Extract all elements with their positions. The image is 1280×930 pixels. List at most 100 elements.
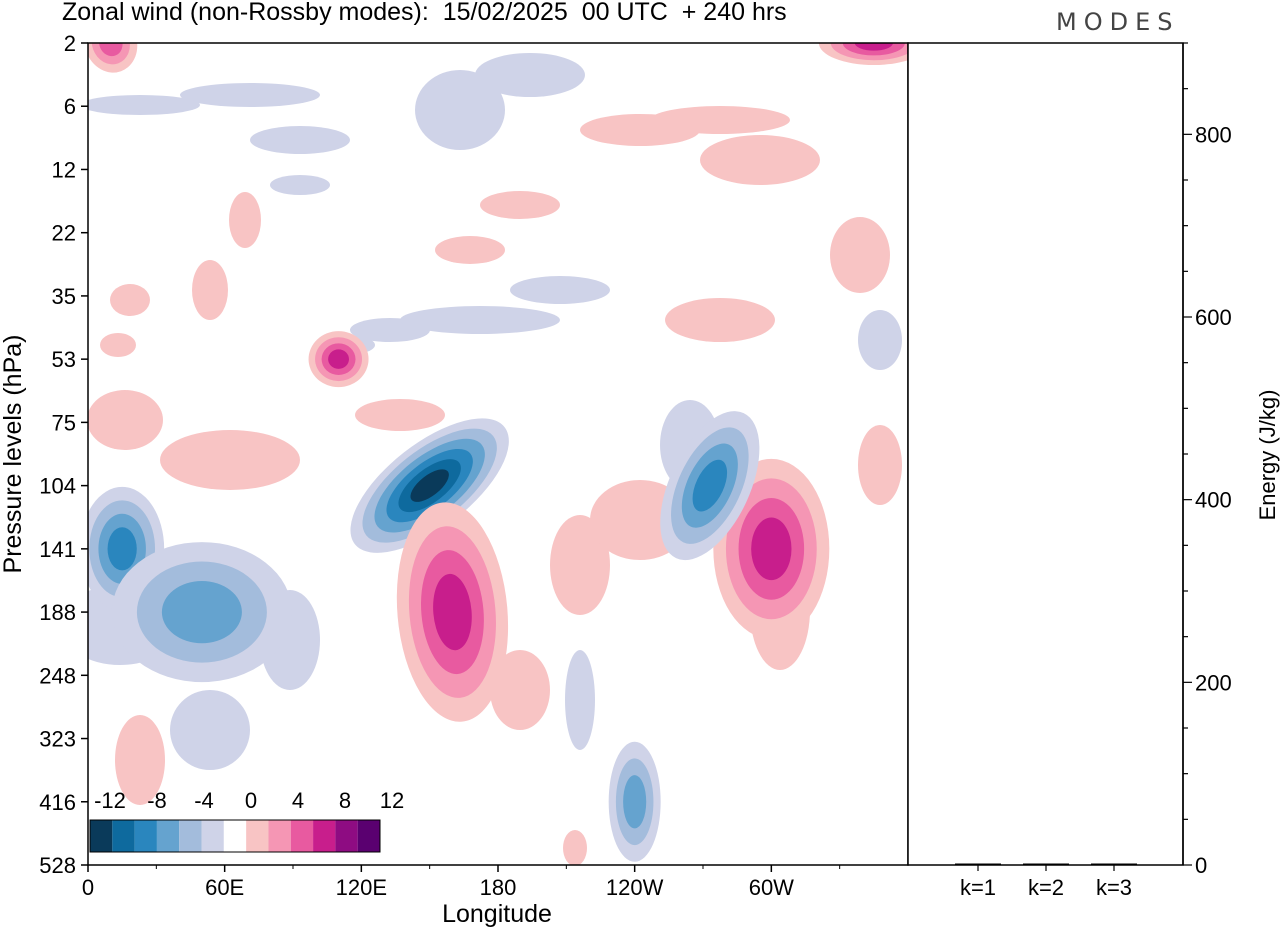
y-tick-label: 75 bbox=[52, 410, 76, 435]
energy-bar-k3 bbox=[1091, 863, 1137, 865]
weak-wind-patch-pos bbox=[160, 430, 300, 490]
chart-title: Zonal wind (non-Rossby modes): 15/02/202… bbox=[62, 0, 787, 26]
wind-contour-pos bbox=[854, 43, 893, 51]
weak-wind-patch-neg bbox=[400, 306, 560, 334]
colorbar-swatch bbox=[223, 820, 247, 852]
colorbar-swatch bbox=[335, 820, 358, 852]
colorbar-swatch bbox=[246, 820, 269, 852]
colorbar-frame bbox=[89, 819, 381, 853]
y-tick-label: 12 bbox=[52, 157, 76, 182]
y-tick-label: 104 bbox=[39, 474, 76, 499]
energy-axis-label: Energy (J/kg) bbox=[1255, 390, 1280, 521]
x-tick-label: 60W bbox=[749, 875, 794, 900]
energy-tick-label: 200 bbox=[1195, 670, 1232, 695]
weak-wind-patch-pos bbox=[100, 333, 136, 357]
y-tick-label: 323 bbox=[39, 727, 76, 752]
weak-wind-patch-neg bbox=[415, 70, 505, 150]
weak-wind-patch-neg bbox=[180, 83, 320, 107]
colorbar-swatch bbox=[290, 820, 314, 852]
y-tick-label: 22 bbox=[52, 221, 76, 246]
weak-wind-patch-neg bbox=[250, 126, 350, 154]
x-tick-label: 0 bbox=[82, 875, 94, 900]
colorbar-swatch bbox=[156, 820, 180, 852]
wind-contour-neg bbox=[161, 580, 242, 644]
energy-frame bbox=[907, 42, 1184, 866]
weak-wind-patch-neg bbox=[270, 175, 330, 195]
colorbar-swatch bbox=[313, 820, 336, 852]
energy-tick-label: 0 bbox=[1195, 853, 1207, 878]
axes: 0 60E 120E 180 120W 60W 2 6 12 22 35 53 75 104 141 188 2… bbox=[0, 31, 909, 928]
wind-contour-pos bbox=[91, 43, 130, 65]
energy-tick-label: 800 bbox=[1195, 122, 1232, 147]
colorbar-swatch bbox=[112, 820, 135, 852]
y-tick-label: 6 bbox=[64, 94, 76, 119]
y-tick-label: 248 bbox=[39, 663, 76, 688]
weak-wind-patch-neg bbox=[858, 310, 902, 370]
wind-contour-pos bbox=[328, 349, 349, 369]
heatmap-field bbox=[88, 43, 908, 865]
colorbar-swatch bbox=[134, 820, 157, 852]
weak-wind-patch-neg bbox=[170, 690, 250, 770]
weak-wind-patch-pos bbox=[830, 217, 890, 293]
colorbar-label: 12 bbox=[380, 788, 404, 813]
weak-wind-patch-pos bbox=[192, 260, 228, 320]
weak-wind-patch-pos bbox=[480, 191, 560, 219]
weak-wind-patch-pos bbox=[110, 284, 150, 316]
weak-wind-patch-neg bbox=[565, 650, 595, 750]
colorbar-label: 8 bbox=[339, 788, 351, 813]
weak-wind-patch-pos bbox=[858, 425, 902, 505]
weak-wind-patch-pos bbox=[115, 715, 165, 805]
weak-wind-patch-pos bbox=[700, 135, 820, 185]
y-tick-label: 35 bbox=[52, 284, 76, 309]
wind-contour-neg bbox=[623, 775, 647, 829]
energy-tick-label: 600 bbox=[1195, 305, 1232, 330]
weak-wind-patch-pos bbox=[580, 114, 700, 146]
wind-contour-neg bbox=[410, 469, 449, 502]
colorbar-legend: -12 -8 -4 0 4 8 12 bbox=[89, 788, 404, 853]
x-tick-label: 120E bbox=[336, 875, 387, 900]
wind-contour-neg bbox=[107, 527, 137, 571]
colorbar-swatch bbox=[357, 820, 380, 852]
y-tick-label: 53 bbox=[52, 347, 76, 372]
colorbar-swatch bbox=[201, 820, 224, 852]
weak-wind-patch-pos bbox=[355, 399, 445, 431]
weak-wind-patch-neg bbox=[510, 276, 610, 304]
wind-contour-pos bbox=[433, 573, 472, 651]
weak-wind-patch-pos bbox=[435, 236, 505, 264]
y-tick-label: 2 bbox=[64, 31, 76, 56]
weak-wind-patch-pos bbox=[550, 515, 610, 615]
energy-category-label: k=2 bbox=[1028, 875, 1064, 900]
wind-contour-pos bbox=[751, 517, 792, 581]
wind-contour-neg bbox=[692, 459, 728, 512]
weak-wind-patch-pos bbox=[490, 650, 550, 730]
weak-wind-patch-neg bbox=[88, 95, 200, 115]
x-tick-label: 180 bbox=[480, 875, 517, 900]
x-axis-label: Longitude bbox=[442, 900, 552, 928]
colorbar-label: -8 bbox=[147, 788, 167, 813]
colorbar-swatch bbox=[179, 820, 202, 852]
y-axis-label: Pressure levels (hPa) bbox=[0, 335, 27, 574]
energy-bar-panel: 0 200 400 600 800 k=1 k=2 k=3 Energy (J/kg) bbox=[907, 42, 1280, 900]
weak-wind-patch-neg bbox=[475, 53, 585, 97]
x-tick-label: 120W bbox=[606, 875, 664, 900]
colorbar-swatch bbox=[268, 820, 291, 852]
colorbar-label: -12 bbox=[94, 788, 126, 813]
weak-wind-patch-pos bbox=[229, 192, 261, 248]
colorbar-swatch bbox=[90, 820, 113, 852]
colorbar-label: 4 bbox=[292, 788, 304, 813]
energy-category-label: k=1 bbox=[960, 875, 996, 900]
y-tick-label: 416 bbox=[39, 790, 76, 815]
x-tick-label: 60E bbox=[205, 875, 244, 900]
colorbar-label: 0 bbox=[245, 788, 257, 813]
modes-logo: MODES bbox=[1056, 8, 1180, 36]
y-tick-label: 188 bbox=[39, 600, 76, 625]
weak-wind-patch-pos bbox=[563, 830, 587, 865]
y-tick-label: 141 bbox=[39, 537, 76, 562]
energy-bar-k2 bbox=[1023, 863, 1069, 865]
energy-bar-k1 bbox=[955, 863, 1001, 865]
colorbar-label: -4 bbox=[194, 788, 214, 813]
energy-tick-label: 400 bbox=[1195, 488, 1232, 513]
weak-wind-patch-pos bbox=[88, 390, 163, 450]
energy-category-label: k=3 bbox=[1096, 875, 1132, 900]
